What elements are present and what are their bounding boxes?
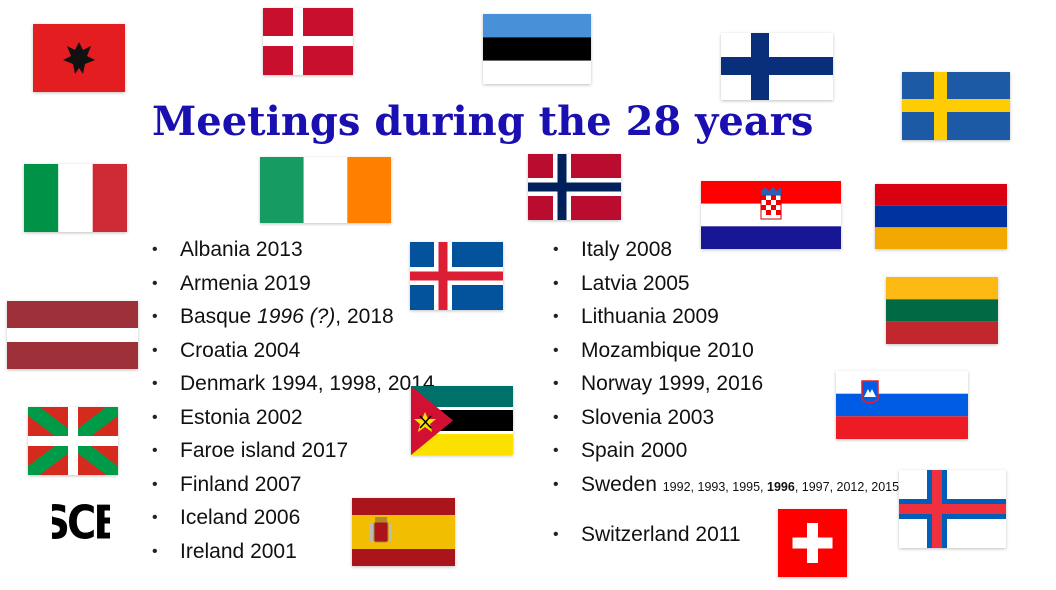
svg-text:SCB: SCB [52, 497, 110, 547]
list-item: Croatia 2004 [152, 334, 435, 368]
latvia-flag [7, 301, 138, 369]
list-item: Latvia 2005 [553, 267, 899, 301]
switzerland-flag [778, 509, 847, 577]
country-list-right: Italy 2008 Latvia 2005 Lithuania 2009 Mo… [553, 233, 899, 551]
list-item: Armenia 2019 [152, 267, 435, 301]
list-item: Lithuania 2009 [553, 300, 899, 334]
list-item: Finland 2007 [152, 468, 435, 502]
list-item: Mozambique 2010 [553, 334, 899, 368]
finland-flag [721, 33, 833, 100]
list-item: Basque 1996 (?), 2018 [152, 300, 435, 334]
country-list-left: Albania 2013 Armenia 2019 Basque 1996 (?… [152, 233, 435, 568]
sweden-flag [902, 72, 1010, 140]
scb-logo: SCB [41, 495, 124, 550]
estonia-flag [483, 14, 591, 84]
list-item: Albania 2013 [152, 233, 435, 267]
list-item: Norway 1999, 2016 [553, 367, 899, 401]
slide-title: Meetings during the 28 years [152, 98, 814, 145]
basque-flag [28, 407, 118, 475]
croatia-flag [701, 181, 841, 249]
mozambique-flag [411, 386, 513, 455]
faroe-flag [899, 470, 1006, 548]
armenia-flag [875, 184, 1007, 249]
list-item: Slovenia 2003 [553, 401, 899, 435]
italy-flag [24, 164, 127, 232]
list-item: Switzerland 2011 [553, 518, 899, 552]
list-item: Estonia 2002 [152, 401, 435, 435]
list-item: Faroe island 2017 [152, 434, 435, 468]
spain-flag [352, 498, 455, 566]
ireland-flag [260, 157, 391, 223]
list-item: Iceland 2006 [152, 501, 435, 535]
albania-flag [33, 24, 125, 92]
denmark-flag [263, 8, 353, 75]
slovenia-flag [836, 371, 968, 439]
iceland-flag [410, 242, 503, 310]
list-item: Ireland 2001 [152, 535, 435, 569]
list-item: Spain 2000 [553, 434, 899, 468]
lithuania-flag [886, 277, 998, 344]
list-item: Denmark 1994, 1998, 2014 [152, 367, 435, 401]
norway-flag [528, 154, 621, 220]
list-item: Sweden 1992, 1993, 1995, 1996, 1997, 201… [553, 468, 899, 518]
list-item: Italy 2008 [553, 233, 899, 267]
